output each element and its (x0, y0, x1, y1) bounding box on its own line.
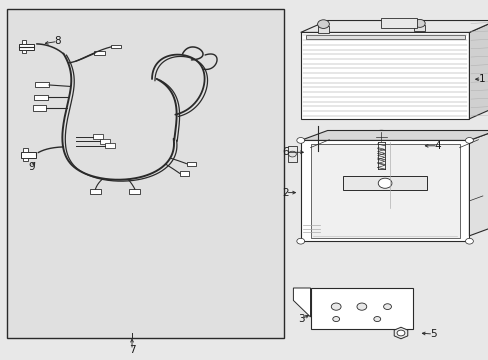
Circle shape (288, 151, 296, 157)
Circle shape (296, 138, 304, 143)
Text: 3: 3 (298, 314, 305, 324)
Circle shape (317, 20, 329, 28)
Bar (380, 18, 416, 28)
Circle shape (396, 330, 404, 336)
Bar (186, 162, 195, 166)
Bar (105, 143, 115, 148)
Bar (23, 148, 28, 152)
Polygon shape (468, 130, 488, 236)
Polygon shape (468, 21, 488, 119)
Bar (90, 189, 101, 194)
Text: 7: 7 (128, 345, 135, 355)
Bar (314, 138, 320, 141)
Bar (180, 171, 188, 176)
Bar (111, 45, 121, 48)
Bar (33, 105, 46, 111)
Text: 1: 1 (477, 74, 484, 84)
Bar (310, 142, 330, 153)
Bar (314, 145, 320, 150)
Text: 6: 6 (282, 147, 288, 157)
Text: 5: 5 (429, 329, 436, 339)
Bar (300, 32, 468, 119)
Circle shape (383, 304, 390, 310)
Polygon shape (393, 327, 407, 339)
Bar (21, 50, 26, 53)
Bar (310, 288, 412, 329)
Bar (35, 82, 49, 87)
Bar (100, 139, 110, 144)
Text: 9: 9 (28, 162, 35, 172)
Polygon shape (293, 288, 310, 317)
Bar (19, 44, 34, 50)
Bar (93, 134, 102, 139)
Bar (34, 95, 48, 100)
Text: 4: 4 (433, 141, 440, 151)
Circle shape (330, 303, 340, 310)
Circle shape (372, 130, 389, 143)
Text: 2: 2 (282, 188, 288, 198)
Circle shape (356, 303, 366, 310)
Circle shape (296, 238, 304, 244)
Text: 8: 8 (54, 36, 61, 46)
Circle shape (465, 138, 472, 143)
Bar (310, 144, 459, 238)
Bar (94, 51, 104, 55)
Bar (21, 40, 26, 44)
Circle shape (373, 316, 380, 321)
Polygon shape (300, 130, 488, 140)
Bar (317, 26, 329, 33)
Polygon shape (300, 21, 488, 32)
Circle shape (465, 238, 472, 244)
Bar (129, 189, 140, 194)
Circle shape (377, 178, 391, 188)
Bar (300, 140, 468, 241)
Bar (305, 35, 464, 39)
Circle shape (413, 19, 424, 27)
Bar (342, 176, 427, 190)
Bar (287, 146, 296, 162)
Bar (413, 25, 424, 31)
Circle shape (332, 316, 339, 321)
Bar (7, 9, 283, 338)
Bar (20, 152, 36, 158)
Bar (23, 158, 28, 161)
